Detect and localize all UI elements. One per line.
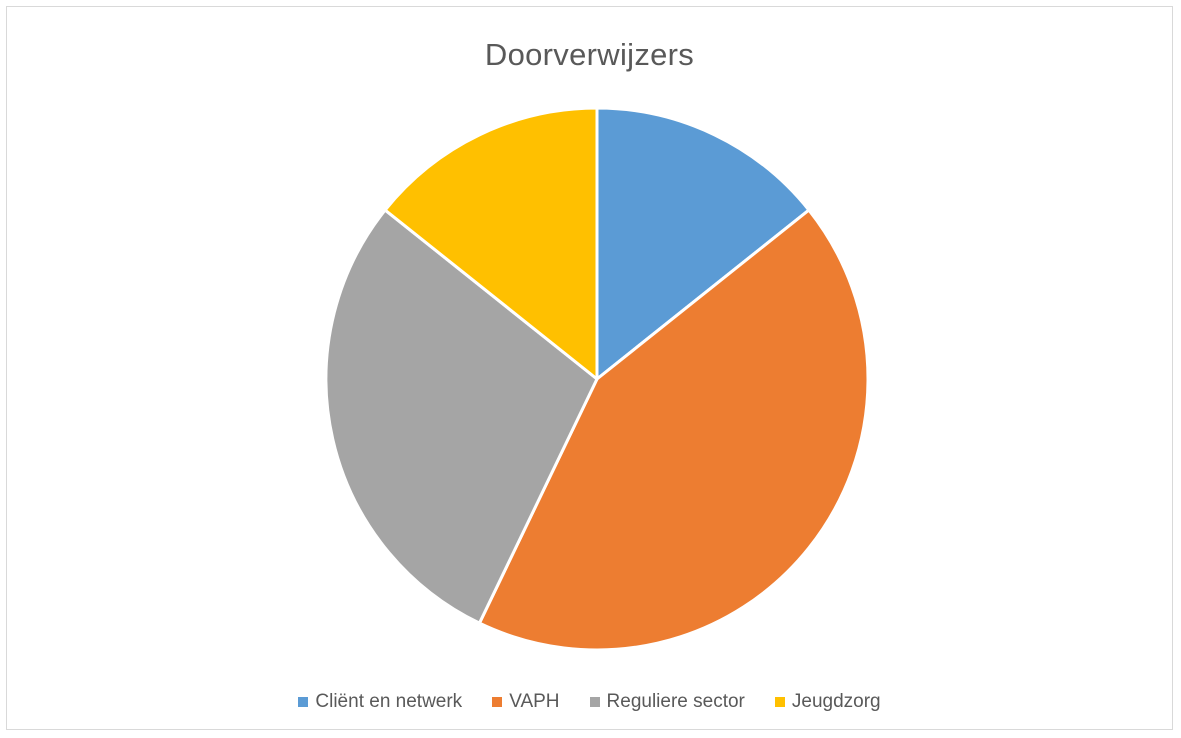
legend-item-jeugdzorg[interactable]: Jeugdzorg xyxy=(774,691,881,713)
legend-swatch xyxy=(774,697,785,707)
chart-legend: Cliënt en netwerk VAPH Reguliere sector Jeu… xyxy=(7,691,1172,713)
legend-item-client-en-netwerk[interactable]: Cliënt en netwerk xyxy=(298,691,462,713)
legend-item-reguliere-sector[interactable]: Reguliere sector xyxy=(589,691,745,713)
legend-label: VAPH xyxy=(509,691,560,712)
chart-area: Doorverwijzers Cliënt en netwerk VAPH Regu… xyxy=(6,6,1173,730)
pie-slice-reguliere-sector[interactable] xyxy=(324,208,599,625)
pie-slice-vaph[interactable] xyxy=(477,208,870,652)
legend-label: Cliënt en netwerk xyxy=(315,691,463,712)
pie-chart xyxy=(324,106,870,652)
legend-label: Jeugdzorg xyxy=(791,691,881,712)
legend-swatch xyxy=(298,697,309,707)
legend-label: Reguliere sector xyxy=(606,691,745,712)
legend-item-vaph[interactable]: VAPH xyxy=(492,691,560,713)
legend-swatch xyxy=(492,697,503,707)
pie-slice-jeugdzorg[interactable] xyxy=(383,106,599,381)
legend-swatch xyxy=(589,697,600,707)
chart-title: Doorverwijzers xyxy=(484,37,695,72)
pie-slice-client-en-netwerk[interactable] xyxy=(595,106,811,381)
